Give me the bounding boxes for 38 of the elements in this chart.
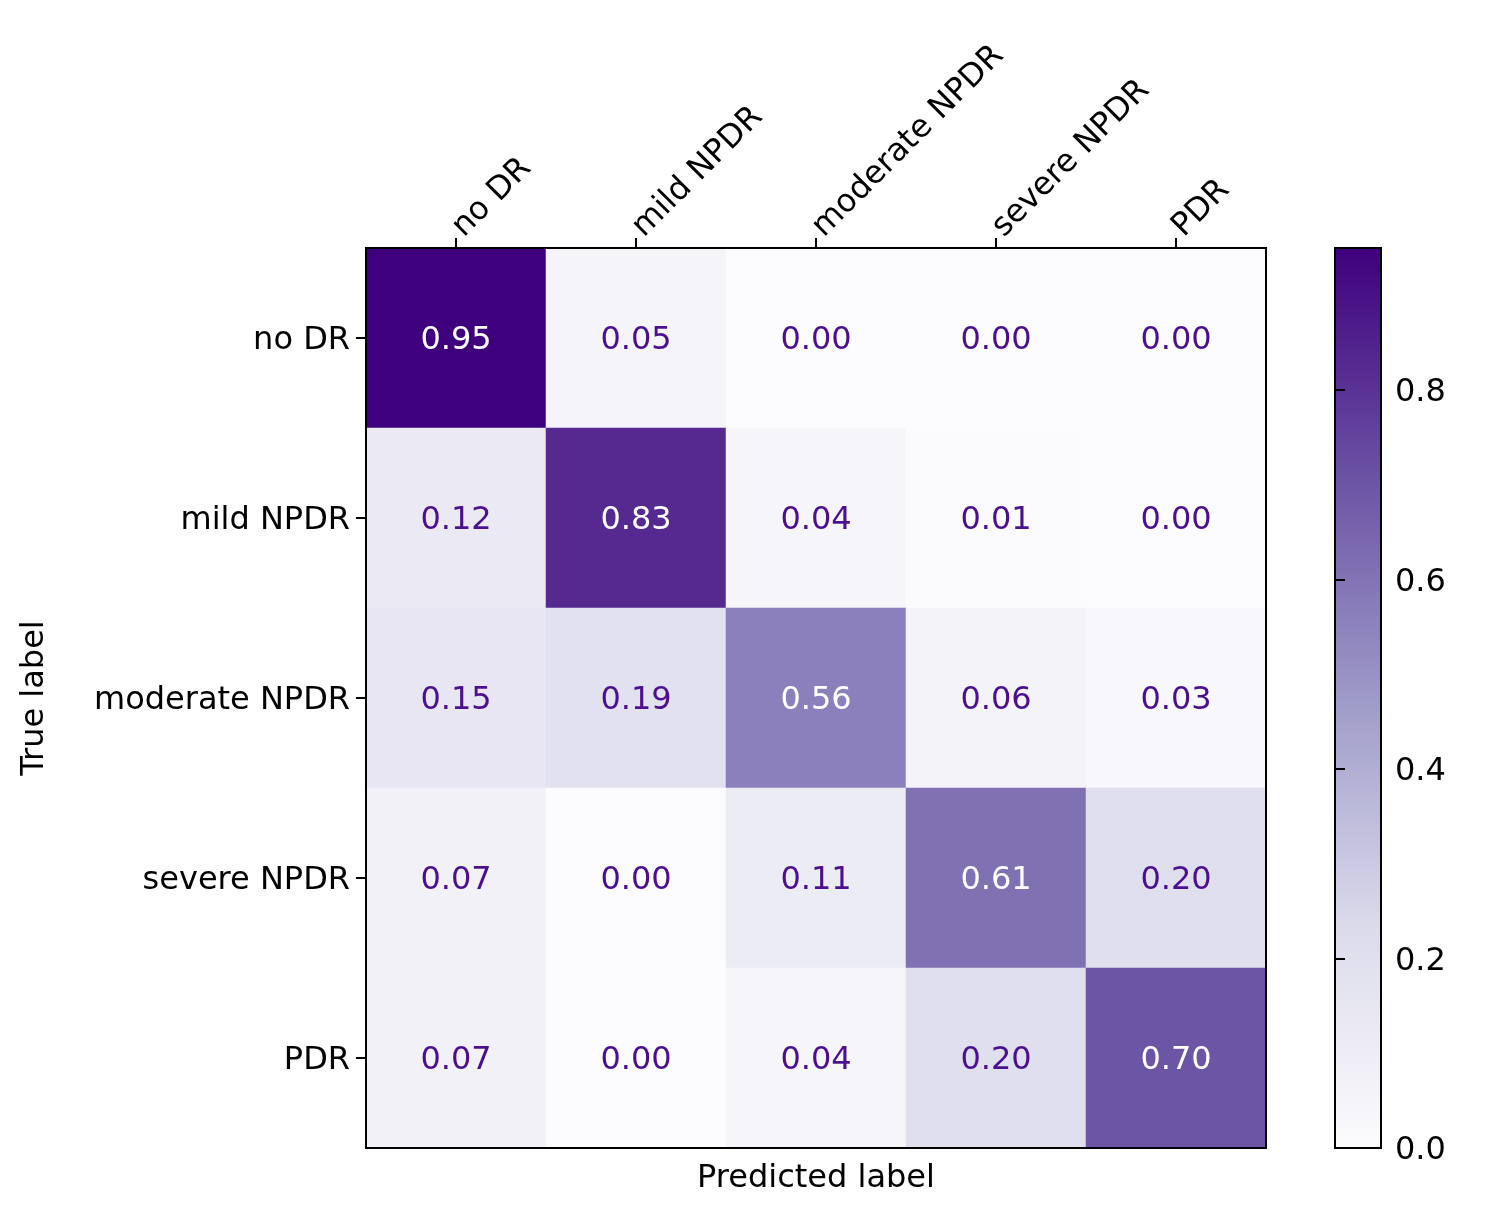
y-tick-label: moderate NPDR	[93, 679, 350, 717]
data-label: 0.83	[600, 499, 672, 537]
x-tick-label: no DR	[442, 148, 538, 244]
data-label: 0.11	[780, 859, 852, 897]
data-label: 0.20	[1140, 859, 1212, 897]
y-tick-label: severe NPDR	[142, 859, 350, 897]
x-axis-title: Predicted label	[697, 1157, 935, 1195]
data-label: 0.56	[780, 679, 852, 717]
data-label: 0.00	[600, 1039, 672, 1077]
data-label: 0.19	[600, 679, 672, 717]
color-bar-label: 0.0	[1395, 1129, 1446, 1167]
data-label: 0.03	[1140, 679, 1212, 717]
data-label: 0.04	[780, 1039, 852, 1077]
data-label: 0.00	[600, 859, 672, 897]
color-bar-label: 0.6	[1395, 560, 1446, 599]
data-label: 0.15	[420, 679, 492, 717]
data-label: 0.04	[780, 499, 852, 537]
y-tick-label: no DR	[253, 319, 350, 357]
color-bar-label: 0.2	[1395, 939, 1446, 978]
y-axis-title: True label	[13, 620, 51, 777]
color-bar-label: 0.8	[1395, 371, 1446, 410]
data-label: 0.00	[1140, 319, 1212, 357]
color-bar-label: 0.4	[1395, 750, 1446, 789]
data-label: 0.12	[420, 499, 492, 537]
data-label: 0.95	[420, 319, 492, 357]
data-label: 0.05	[600, 319, 672, 357]
data-label: 0.00	[960, 319, 1032, 357]
data-label: 0.07	[420, 859, 492, 897]
data-label: 0.61	[960, 859, 1032, 897]
y-tick-label: mild NPDR	[180, 499, 350, 537]
y-tick-label: PDR	[283, 1039, 350, 1077]
data-label: 0.00	[1140, 499, 1212, 537]
data-label: 0.00	[780, 319, 852, 357]
data-label: 0.01	[960, 499, 1032, 537]
data-label: 0.20	[960, 1039, 1032, 1077]
data-label: 0.07	[420, 1039, 492, 1077]
data-label: 0.70	[1140, 1039, 1212, 1077]
data-label: 0.06	[960, 679, 1032, 717]
